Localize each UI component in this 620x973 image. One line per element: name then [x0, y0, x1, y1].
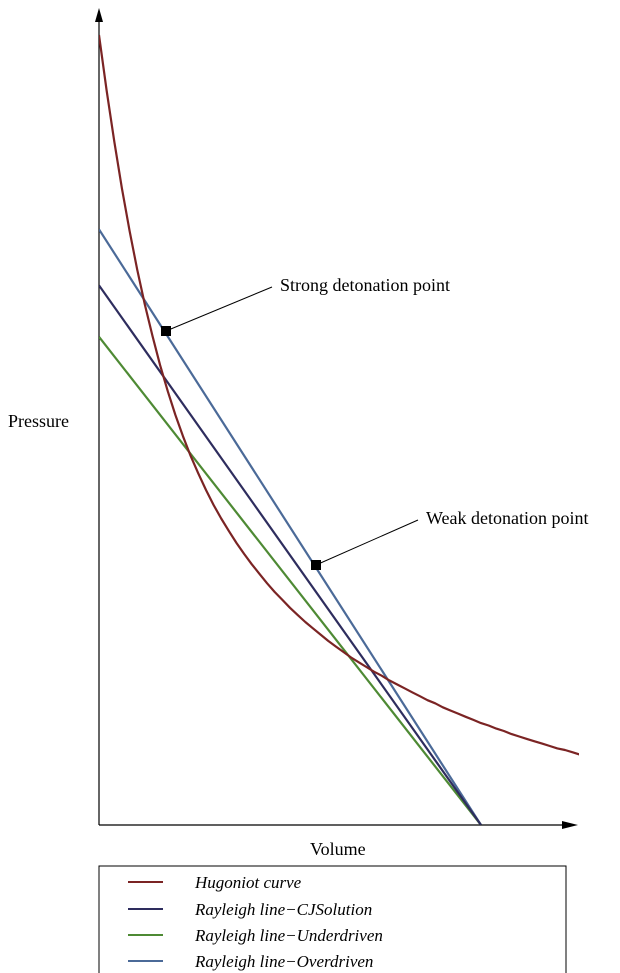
annotation-weak: Weak detonation point: [311, 508, 589, 570]
legend-label-hugoniot: Hugoniot curve: [194, 873, 302, 892]
x-axis-arrow: [562, 821, 578, 829]
y-axis-label: Pressure: [8, 411, 69, 431]
series-rayleigh-line-overdriven: [99, 228, 482, 825]
y-axis-arrow: [95, 8, 103, 22]
series-rayleigh-line-underdriven: [99, 336, 482, 825]
strong-detonation-marker: [161, 326, 171, 336]
x-axis-label: Volume: [310, 839, 366, 859]
legend-label-overdriven: Rayleigh line−Overdriven: [194, 952, 373, 971]
strong-detonation-label: Strong detonation point: [280, 275, 450, 295]
legend-box: [98, 865, 567, 973]
series-layer: [99, 34, 579, 825]
series-rayleigh-line-cjsolution: [99, 284, 482, 825]
annotation-strong-leader: [165, 286, 273, 332]
annotation-weak-leader: [315, 519, 419, 566]
legend-label-underdriven: Rayleigh line−Underdriven: [194, 926, 383, 945]
series-hugoniot-curve: [99, 34, 579, 756]
annotation-strong: Strong detonation point: [161, 275, 450, 336]
legend-label-cj: Rayleigh line−CJSolution: [194, 900, 372, 919]
weak-detonation-marker: [311, 560, 321, 570]
weak-detonation-label: Weak detonation point: [426, 508, 589, 528]
legend: Hugoniot curve Rayleigh line−CJSolution …: [98, 865, 567, 973]
